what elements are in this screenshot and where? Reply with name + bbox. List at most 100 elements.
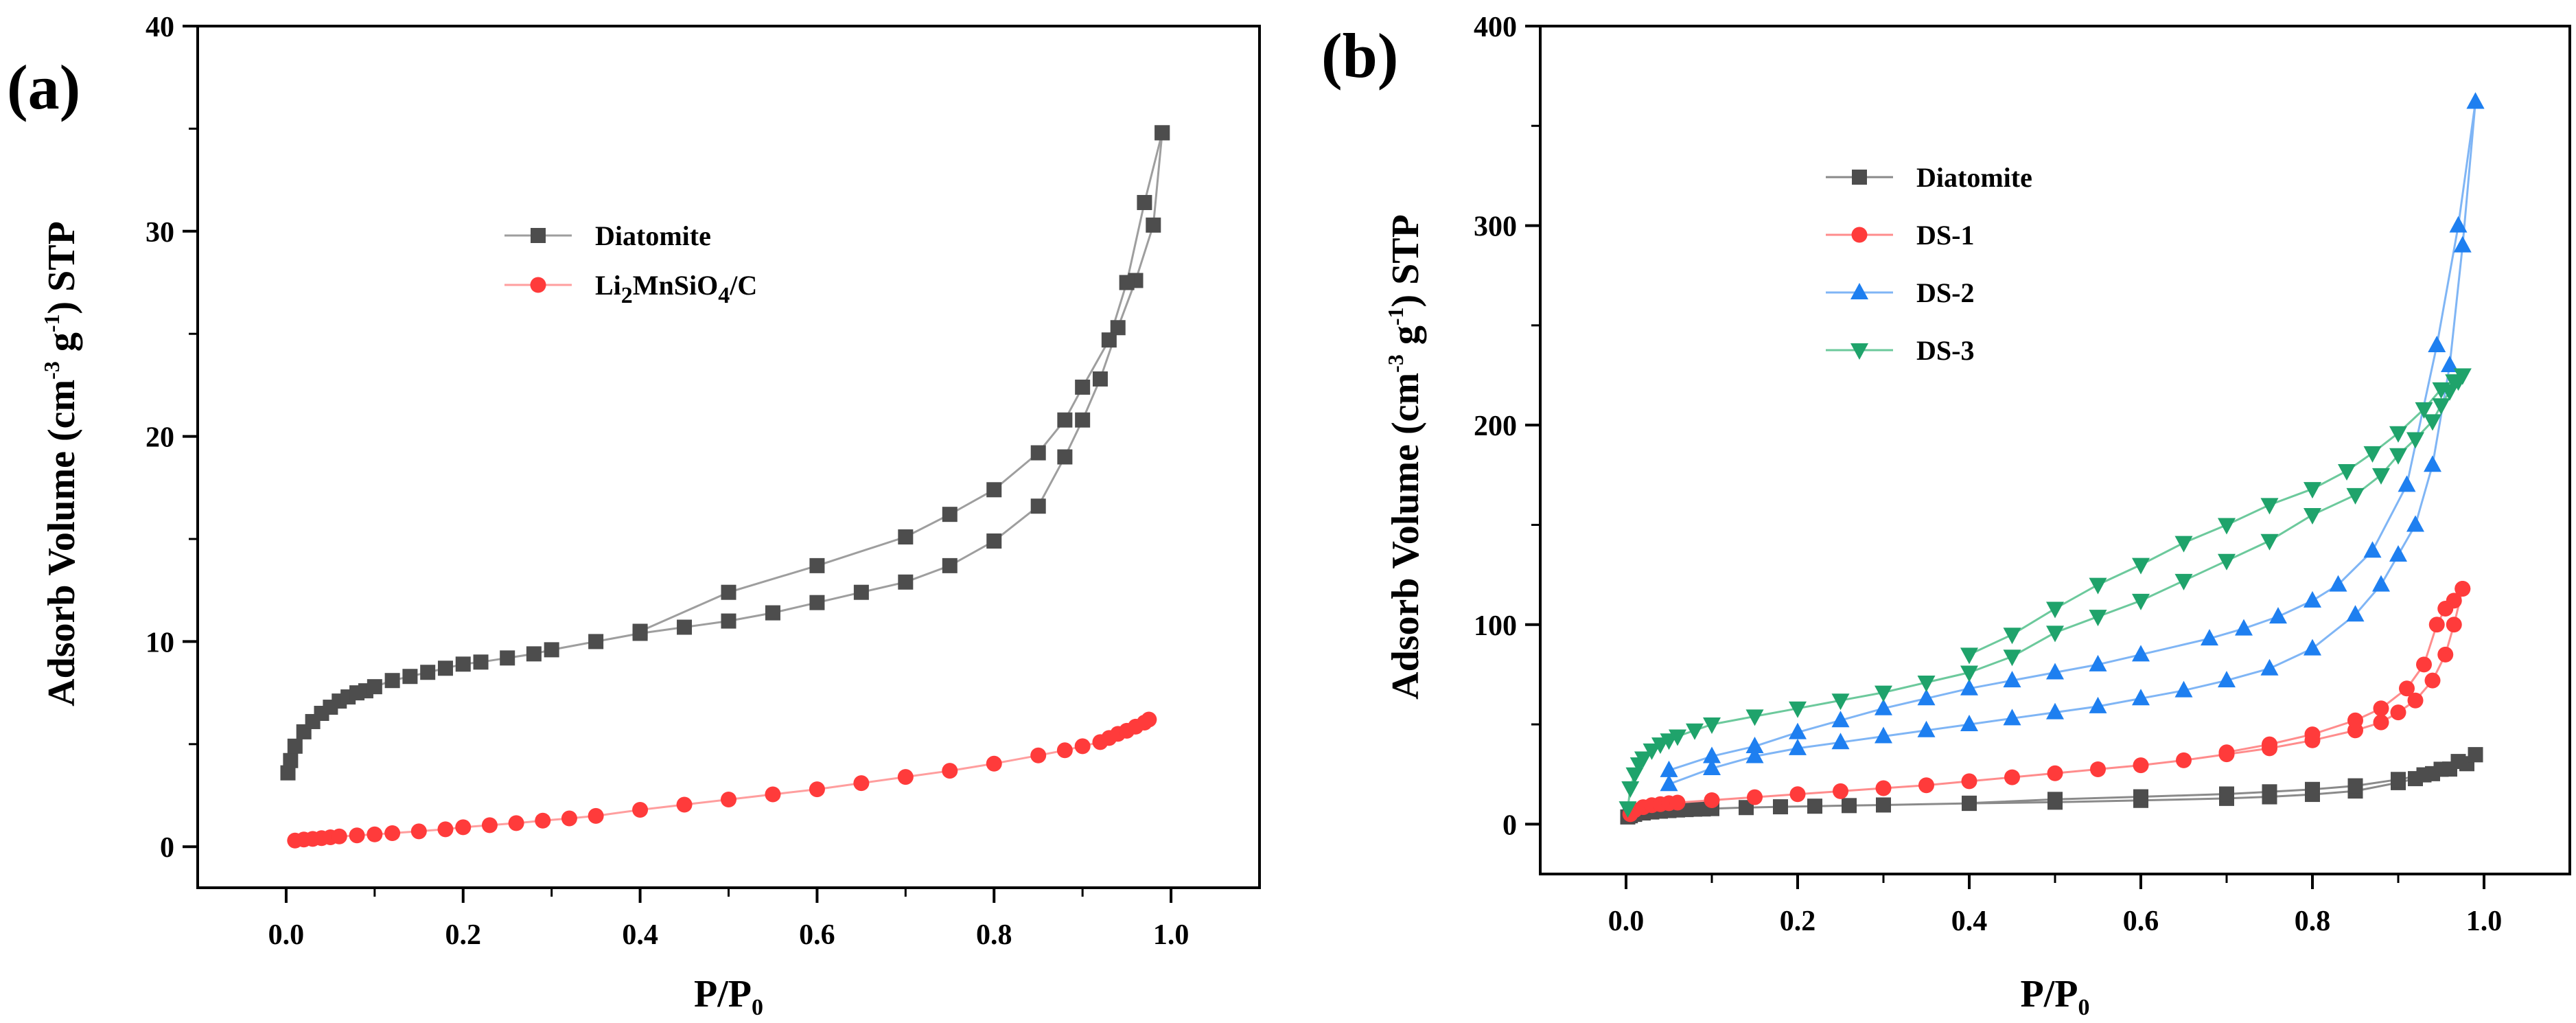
y-axis-title-part: ) STP — [40, 221, 83, 314]
adsorption-point — [1686, 723, 1704, 740]
desorption-point — [2262, 784, 2277, 800]
plot-frame — [196, 25, 1261, 889]
adsorption-point — [2174, 573, 2193, 590]
adsorption-point — [1092, 371, 1108, 387]
adsorption-point — [897, 769, 914, 785]
desorption-point — [2455, 580, 2471, 597]
adsorption-point — [898, 574, 914, 590]
adsorption-point — [526, 646, 542, 662]
adsorption-point — [2218, 553, 2236, 571]
adsorption-point — [1634, 751, 1652, 768]
panel-label: (b) — [1321, 21, 1398, 91]
desorption-point — [2449, 216, 2468, 233]
x-tick-label: 0.4 — [622, 919, 658, 951]
adsorption-point — [2304, 639, 2321, 656]
y-axis-title-superscript: -1 — [1383, 308, 1408, 326]
desorption-point — [2269, 607, 2287, 624]
y-axis-title-part: g — [1384, 325, 1427, 354]
desorption-point — [632, 623, 648, 639]
desorption-point — [2428, 335, 2446, 352]
adsorption-point — [367, 826, 383, 842]
x-tick-label: 1.0 — [2466, 906, 2503, 937]
adsorption-point — [1030, 498, 1046, 514]
adsorption-point — [1703, 717, 1721, 735]
adsorption-point — [1056, 742, 1073, 759]
adsorption-point — [721, 613, 736, 629]
x-tick-label: 0.0 — [268, 919, 305, 951]
x-axis-title-main: P/P — [2021, 973, 2078, 1015]
y-axis-title-part: Adsorb Volume (cm — [1384, 373, 1427, 700]
x-tick-label: 0.4 — [1951, 906, 1988, 937]
adsorption-point — [765, 786, 781, 803]
adsorption-point — [2260, 533, 2279, 551]
adsorption-point — [2089, 696, 2107, 713]
desorption-point — [2363, 541, 2382, 558]
adsorption-point — [2441, 356, 2459, 372]
adsorption-point — [349, 827, 365, 844]
adsorption-point — [632, 801, 649, 818]
desorption-point — [2453, 368, 2472, 385]
adsorption-point — [853, 584, 869, 600]
adsorption-point — [287, 738, 303, 754]
plot-frame — [1539, 25, 2571, 875]
series-li2mnsio4-c — [287, 711, 1157, 849]
desorption-line — [1669, 102, 2476, 772]
x-tick-label: 0.2 — [445, 919, 482, 951]
desorption-point — [2201, 629, 2218, 646]
adsorption-point — [437, 660, 453, 676]
desorption-point — [2347, 778, 2363, 794]
adsorption-point — [384, 673, 400, 689]
adsorption-point — [2372, 575, 2390, 592]
legend-marker — [1850, 283, 1868, 299]
adsorption-point — [2406, 515, 2424, 532]
adsorption-point — [473, 654, 489, 670]
adsorption-point — [1643, 743, 1661, 760]
x-tick-label: 0.8 — [2295, 906, 2331, 937]
adsorption-point — [1833, 783, 1848, 799]
legend-label-text: MnSiO — [633, 270, 718, 301]
legend-label: DS-3 — [1916, 335, 1974, 366]
adsorption-point — [1141, 711, 1157, 728]
adsorption-point — [1831, 693, 1850, 711]
adsorption-point — [2133, 757, 2149, 774]
legend-marker — [531, 228, 546, 243]
adsorption-line — [1629, 588, 2464, 815]
adsorption-point — [765, 605, 780, 621]
legend-marker — [1851, 227, 1868, 243]
adsorption-point — [1960, 665, 1978, 682]
adsorption-point — [2047, 765, 2063, 781]
desorption-point — [898, 529, 914, 545]
y-axis-title-part: ) STP — [1384, 214, 1427, 307]
desorption-point — [2089, 654, 2107, 671]
adsorption-point — [1917, 676, 1936, 693]
y-axis-title: Adsorb Volume (cm-3 g-1) STP — [1383, 214, 1427, 700]
adsorption-point — [2446, 617, 2462, 633]
y-tick-label: 300 — [1474, 211, 1517, 243]
adsorption-point — [2304, 507, 2321, 525]
y-tick-label: 0 — [160, 832, 174, 864]
x-tick-label: 0.8 — [976, 919, 1012, 951]
adsorption-point — [1745, 746, 1764, 763]
y-axis-title-part: g — [40, 332, 83, 361]
legend-marker — [1850, 343, 1868, 360]
legend-label-text: DS-2 — [1916, 277, 1974, 308]
legend-label-subscript: 2 — [621, 283, 633, 308]
adsorption-point — [1875, 780, 1892, 796]
desorption-point — [2432, 382, 2450, 399]
legend-label: Diatomite — [1916, 162, 2032, 193]
legend-label: Li2MnSiO4/C — [595, 270, 757, 308]
desorption-point — [2347, 712, 2363, 728]
desorption-point — [1137, 194, 1152, 210]
desorption-point — [2305, 781, 2320, 797]
adsorption-point — [2089, 610, 2107, 627]
y-tick-label: 20 — [146, 422, 174, 454]
desorption-point — [1745, 737, 1764, 754]
adsorption-point — [402, 669, 418, 685]
adsorption-point — [588, 807, 604, 824]
legend-label-text: DS-3 — [1916, 335, 1974, 366]
y-tick-label: 400 — [1474, 12, 1517, 43]
desorption-line — [1969, 374, 2463, 656]
x-axis-title: P/P0 — [2021, 973, 2090, 1020]
desorption-point — [2338, 464, 2356, 481]
